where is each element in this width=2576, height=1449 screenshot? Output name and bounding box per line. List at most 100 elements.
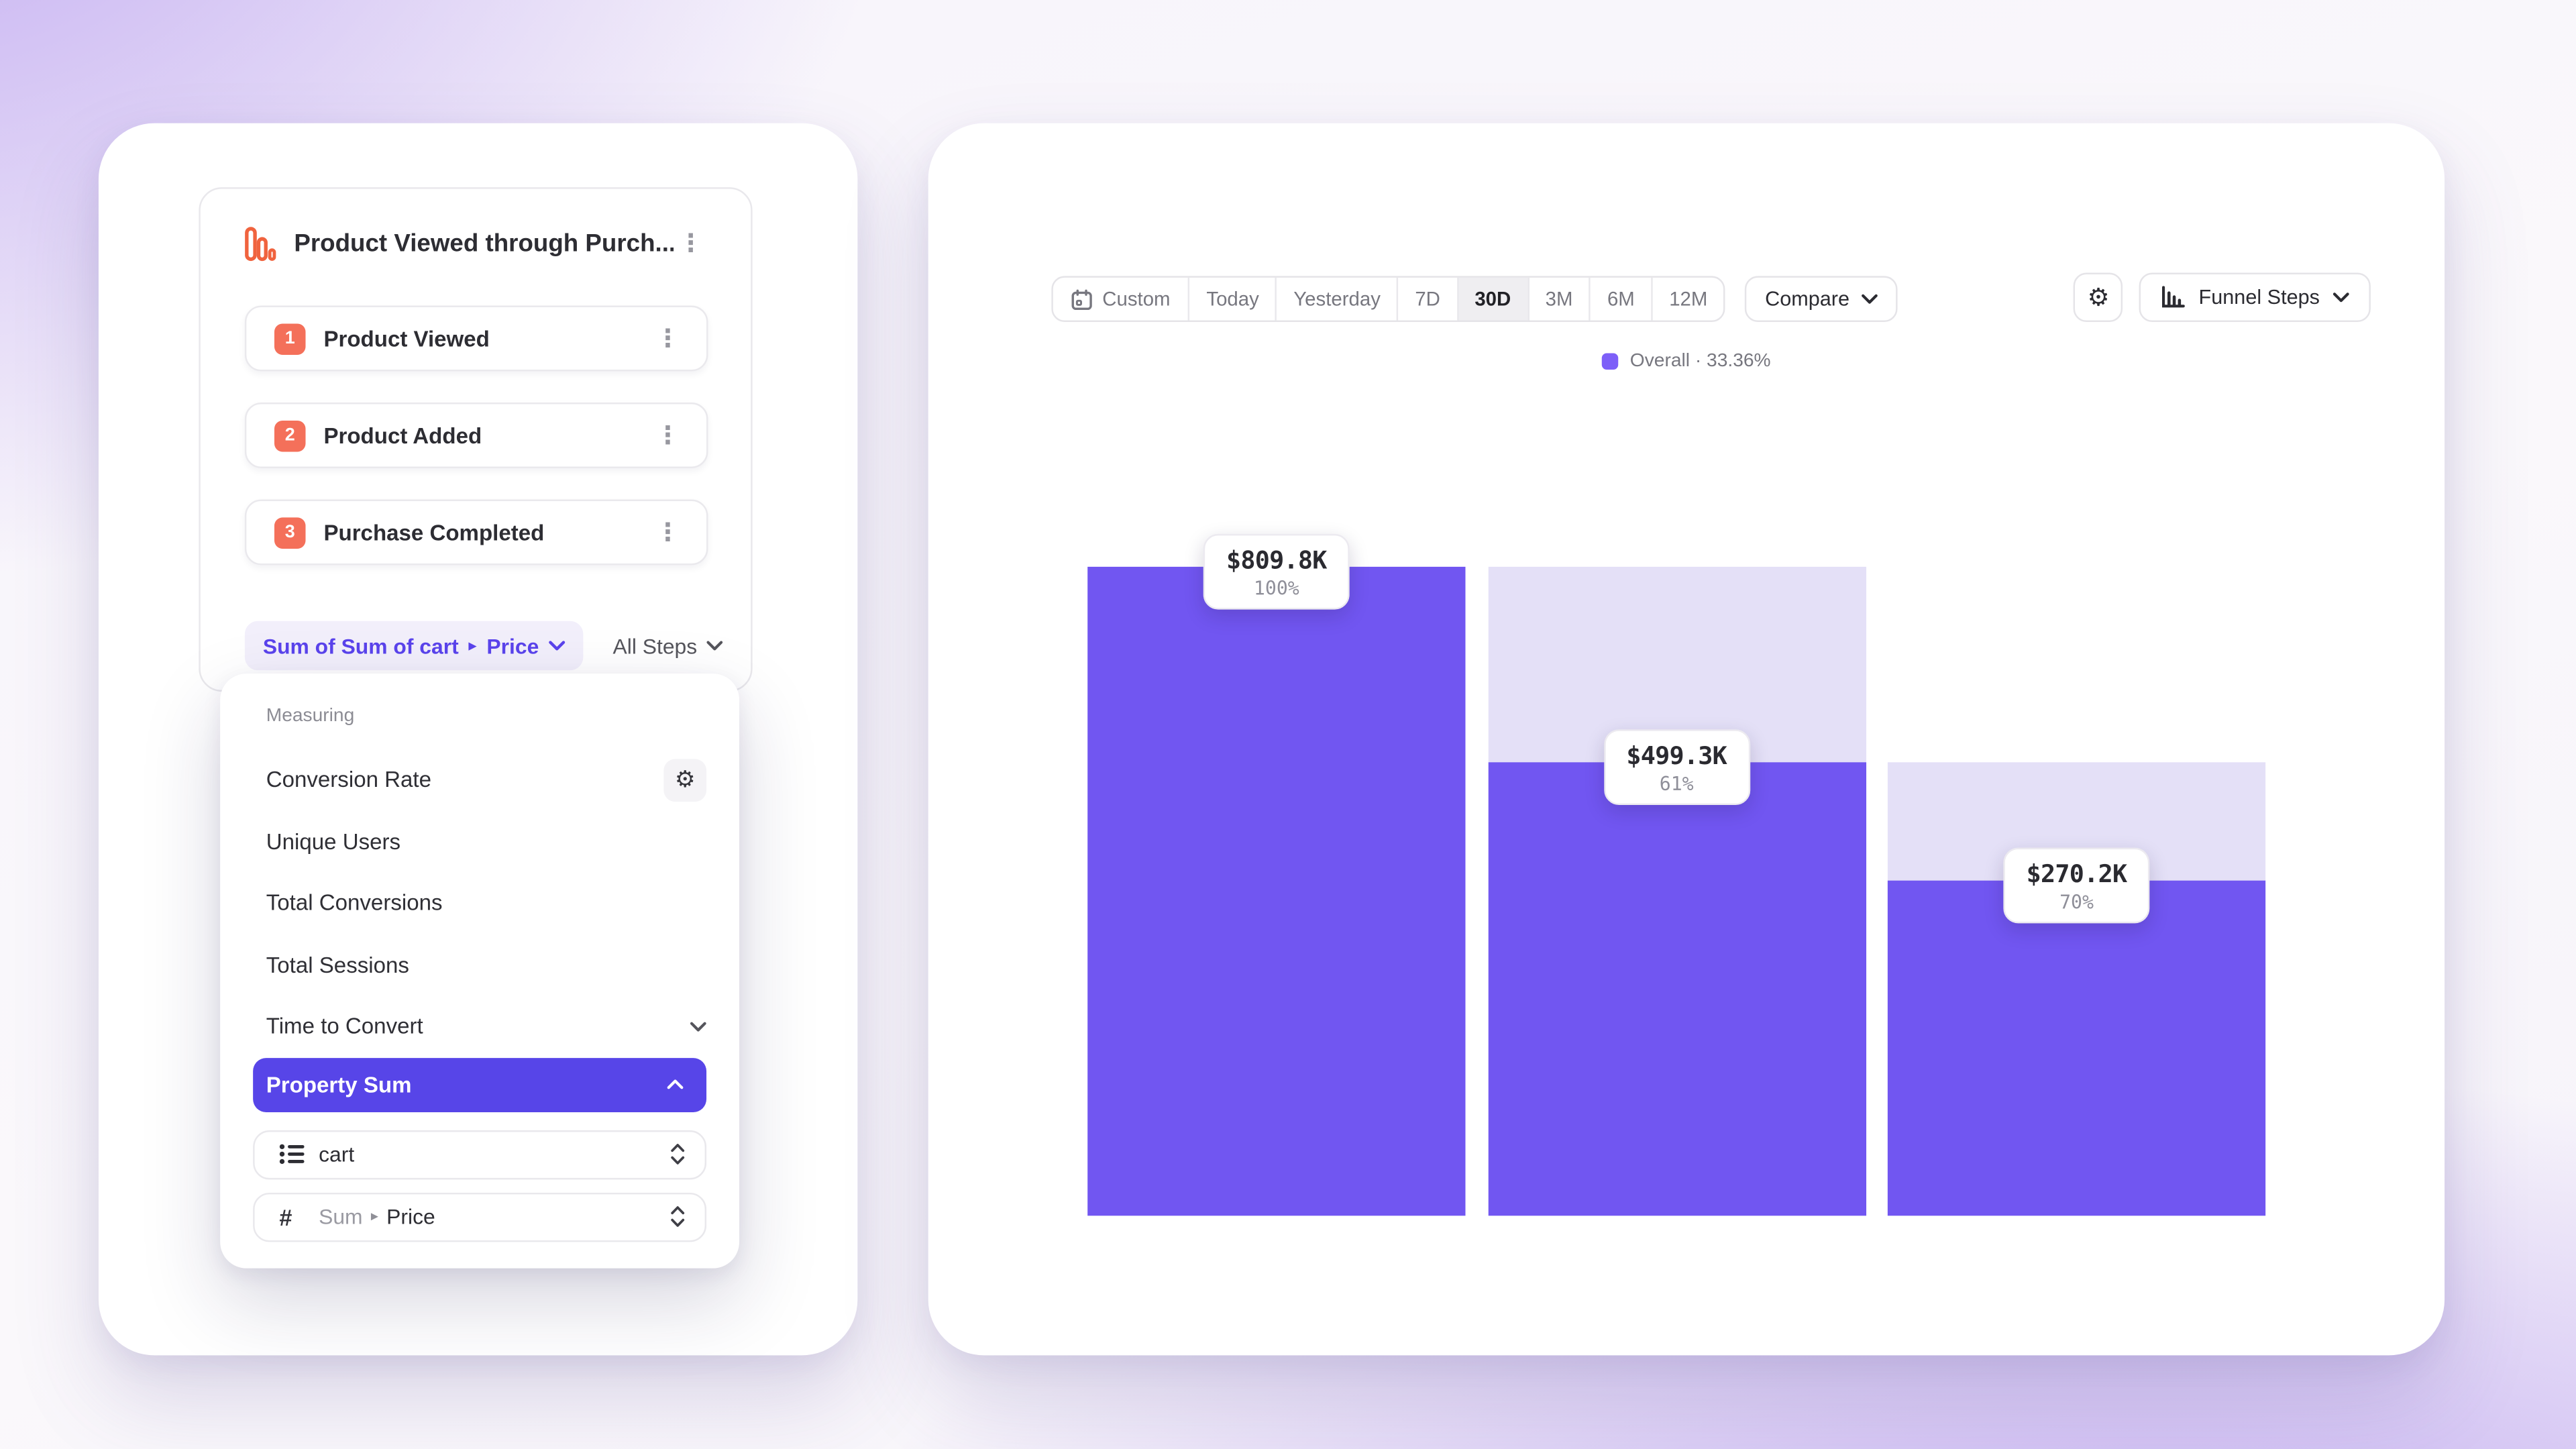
date-range-today[interactable]: Today bbox=[1188, 277, 1275, 321]
measuring-option-time-to-convert[interactable]: Time to Convert bbox=[220, 996, 739, 1057]
chart-legend: Overall · 33.36% bbox=[928, 352, 2445, 371]
date-range-custom[interactable]: Custom bbox=[1053, 278, 1189, 321]
funnel-bar-group-1[interactable]: $809.8K 100% bbox=[1087, 533, 1466, 1216]
measuring-option-conversion-rate[interactable]: Conversion Rate ⚙ bbox=[220, 749, 739, 811]
funnel-chart-icon bbox=[245, 225, 276, 260]
step-menu-kebab-icon[interactable]: ⋮ bbox=[655, 419, 680, 449]
step-label: Purchase Completed bbox=[323, 520, 545, 545]
aggregation-prefix: Sum bbox=[319, 1204, 363, 1229]
date-range-label: 3M bbox=[1545, 287, 1573, 311]
measuring-option-unique-users[interactable]: Unique Users bbox=[220, 811, 739, 873]
legend-label: Overall · 33.36% bbox=[1629, 352, 1771, 372]
bar-value-tooltip: $809.8K 100% bbox=[1203, 533, 1350, 610]
bar-value-tooltip: $499.3K 61% bbox=[1603, 729, 1750, 805]
chevron-down-icon bbox=[707, 641, 724, 651]
measuring-option-total-conversions[interactable]: Total Conversions bbox=[220, 872, 739, 934]
bar-value-tooltip: $270.2K 70% bbox=[2003, 848, 2150, 924]
property-picker[interactable]: cart bbox=[253, 1129, 707, 1179]
funnel-chart: $809.8K 100% $499.3K 61% $270.2K 70% bbox=[1087, 533, 2266, 1216]
date-range-label: Custom bbox=[1102, 287, 1171, 311]
funnel-title[interactable]: Product Viewed through Purch... bbox=[294, 229, 674, 258]
step-menu-kebab-icon[interactable]: ⋮ bbox=[655, 517, 680, 547]
funnel-bar-fill bbox=[1487, 762, 1866, 1216]
settings-button[interactable]: ⚙ bbox=[2074, 272, 2123, 323]
compare-dropdown[interactable]: Compare bbox=[1745, 276, 1898, 323]
calendar-icon bbox=[1071, 288, 1092, 309]
measurement-label: Sum of Sum of cart bbox=[262, 633, 459, 658]
view-selector-dropdown[interactable]: Funnel Steps bbox=[2139, 272, 2371, 323]
measuring-option-property-sum[interactable]: Property Sum bbox=[253, 1057, 707, 1112]
step-menu-kebab-icon[interactable]: ⋮ bbox=[655, 323, 680, 353]
date-range-label: 6M bbox=[1607, 287, 1635, 311]
chevron-down-icon bbox=[2332, 292, 2349, 303]
funnel-builder-panel: Product Viewed through Purch... ⋮ 1 Produ… bbox=[98, 123, 858, 1356]
bar-value-label: $499.3K bbox=[1626, 741, 1727, 771]
gear-icon[interactable]: ⚙ bbox=[663, 758, 707, 802]
date-range-12m[interactable]: 12M bbox=[1651, 277, 1724, 321]
aggregation-value: Price bbox=[386, 1204, 435, 1229]
funnel-bar-group-2[interactable]: $499.3K 61% bbox=[1487, 566, 1866, 1216]
bar-percent-label: 70% bbox=[2059, 890, 2094, 914]
select-arrows-icon bbox=[670, 1143, 685, 1165]
funnel-steps-list: 1 Product Viewed ⋮ 2 Product Added ⋮ 3 Purchase… bbox=[244, 305, 708, 566]
measurement-property: Price bbox=[486, 633, 539, 658]
date-range-3m[interactable]: 3M bbox=[1527, 277, 1589, 321]
date-range-yesterday[interactable]: Yesterday bbox=[1275, 277, 1397, 321]
chevron-down-icon bbox=[690, 1022, 706, 1031]
report-settings-toolbar: ⚙ Funnel Steps bbox=[2074, 272, 2371, 323]
list-icon bbox=[279, 1143, 319, 1165]
step-number-badge: 3 bbox=[274, 517, 306, 548]
legend-swatch bbox=[1602, 353, 1619, 370]
funnel-menu-kebab-icon[interactable]: ⋮ bbox=[678, 227, 704, 258]
report-panel: Custom Today Yesterday 7D 30D 3M 6M 12M Compare… bbox=[928, 123, 2445, 1356]
bar-chart-icon bbox=[2162, 286, 2186, 308]
funnel-step-row-purchase-completed[interactable]: 3 Purchase Completed ⋮ bbox=[244, 499, 708, 566]
date-range-30d[interactable]: 30D bbox=[1456, 277, 1527, 321]
measuring-option-label: Unique Users bbox=[266, 829, 401, 854]
date-range-segmented-control: Custom Today Yesterday 7D 30D 3M 6M 12M bbox=[1051, 276, 1726, 323]
step-number-badge: 1 bbox=[274, 323, 306, 354]
gear-icon: ⚙ bbox=[2087, 282, 2110, 313]
funnel-bar-fill bbox=[1887, 881, 2266, 1216]
measuring-option-total-sessions[interactable]: Total Sessions bbox=[220, 934, 739, 996]
date-range-6m[interactable]: 6M bbox=[1589, 277, 1651, 321]
view-selector-label: Funnel Steps bbox=[2198, 286, 2320, 309]
funnel-step-row-product-added[interactable]: 2 Product Added ⋮ bbox=[244, 402, 708, 468]
measuring-option-label: Property Sum bbox=[266, 1071, 412, 1097]
date-range-label: 7D bbox=[1415, 287, 1440, 311]
funnel-bar-group-3[interactable]: $270.2K 70% bbox=[1887, 567, 2266, 1216]
measuring-menu: Measuring Conversion Rate ⚙ Unique Users To… bbox=[220, 674, 740, 1269]
step-label: Product Added bbox=[323, 423, 482, 448]
date-range-label: Yesterday bbox=[1293, 287, 1381, 311]
measuring-option-label: Time to Convert bbox=[266, 1014, 423, 1039]
chevron-down-icon bbox=[1861, 294, 1878, 304]
select-arrows-icon bbox=[670, 1206, 685, 1228]
bar-percent-label: 61% bbox=[1659, 771, 1694, 796]
hash-icon: # bbox=[279, 1203, 292, 1230]
aggregation-picker[interactable]: # Sum ▸ Price bbox=[253, 1191, 707, 1242]
date-range-label: 12M bbox=[1669, 287, 1708, 311]
measurement-row: Sum of Sum of cart ▸ Price All Steps bbox=[244, 621, 724, 671]
measuring-option-label: Total Sessions bbox=[266, 952, 409, 977]
step-number-badge: 2 bbox=[274, 419, 306, 451]
date-range-label: Today bbox=[1206, 287, 1259, 311]
chevron-down-icon bbox=[549, 641, 566, 651]
step-label: Product Viewed bbox=[323, 326, 490, 351]
measurement-dropdown[interactable]: Sum of Sum of cart ▸ Price bbox=[244, 621, 584, 671]
bar-value-label: $809.8K bbox=[1226, 545, 1327, 576]
funnel-query-header: Product Viewed through Purch... ⋮ bbox=[245, 223, 708, 263]
breadcrumb-arrow-icon: ▸ bbox=[468, 636, 477, 655]
date-range-toolbar: Custom Today Yesterday 7D 30D 3M 6M 12M Compare bbox=[1051, 276, 1898, 323]
steps-scope-label: All Steps bbox=[612, 633, 698, 658]
measuring-section-label: Measuring bbox=[266, 706, 355, 727]
date-range-label: 30D bbox=[1474, 287, 1511, 311]
funnel-query-card: Product Viewed through Purch... ⋮ 1 Produ… bbox=[199, 187, 753, 692]
bar-value-label: $270.2K bbox=[2026, 859, 2127, 890]
date-range-7d[interactable]: 7D bbox=[1397, 277, 1456, 321]
breadcrumb-arrow-icon: ▸ bbox=[370, 1208, 378, 1224]
measuring-options-list: Conversion Rate ⚙ Unique Users Total Conver… bbox=[220, 749, 739, 1112]
measuring-option-label: Total Conversions bbox=[266, 890, 443, 916]
funnel-step-row-product-viewed[interactable]: 1 Product Viewed ⋮ bbox=[244, 305, 708, 372]
steps-scope-dropdown[interactable]: All Steps bbox=[603, 632, 733, 660]
